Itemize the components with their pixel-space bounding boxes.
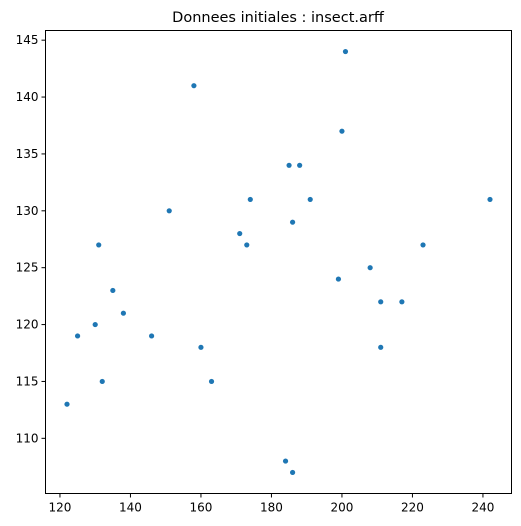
data-point: [247, 196, 253, 203]
x-tick-label: 200: [330, 501, 353, 515]
y-tick-label: 120: [16, 318, 39, 332]
x-axis: 120 140 160 180 200 220 240: [48, 493, 494, 515]
data-point: [208, 378, 215, 385]
x-tick-label: 180: [260, 501, 283, 515]
data-point: [120, 310, 127, 316]
data-point: [282, 458, 289, 464]
data-points: [64, 48, 493, 476]
x-tick-label: 140: [119, 501, 142, 515]
data-point: [64, 401, 70, 407]
data-point: [191, 83, 197, 89]
data-point: [487, 196, 493, 203]
data-point: [96, 242, 102, 248]
data-point: [289, 219, 296, 225]
data-point: [149, 333, 155, 339]
data-point: [244, 242, 250, 248]
y-axis: 110 115 120 125 130 135 140 145: [16, 33, 46, 445]
data-point: [335, 276, 342, 282]
data-point: [367, 265, 373, 271]
data-point: [339, 128, 345, 134]
data-point: [198, 344, 204, 350]
data-point: [166, 208, 172, 214]
x-tick-label: 220: [401, 501, 424, 515]
data-point: [399, 299, 405, 305]
x-tick-label: 160: [189, 501, 212, 515]
data-point: [378, 299, 384, 305]
y-tick-label: 130: [16, 204, 39, 218]
x-tick-label: 120: [48, 501, 71, 515]
data-point: [420, 242, 426, 248]
data-point: [289, 469, 296, 476]
y-tick-label: 145: [16, 33, 39, 47]
chart-title: Donnees initiales : insect.arff: [172, 10, 385, 26]
data-point: [286, 162, 292, 168]
data-point: [297, 162, 303, 168]
y-tick-label: 135: [16, 147, 39, 161]
data-point: [92, 321, 98, 328]
data-point: [342, 48, 349, 55]
data-point: [307, 196, 313, 203]
x-tick-label: 240: [471, 501, 494, 515]
data-point: [99, 378, 105, 385]
data-point: [378, 344, 384, 350]
y-tick-label: 140: [16, 90, 39, 104]
data-point: [237, 230, 243, 237]
y-tick-label: 115: [16, 374, 39, 388]
y-tick-label: 125: [16, 261, 39, 275]
plot-frame: [45, 30, 512, 494]
data-point: [110, 287, 116, 294]
y-tick-label: 110: [16, 431, 39, 445]
data-point: [74, 333, 81, 339]
